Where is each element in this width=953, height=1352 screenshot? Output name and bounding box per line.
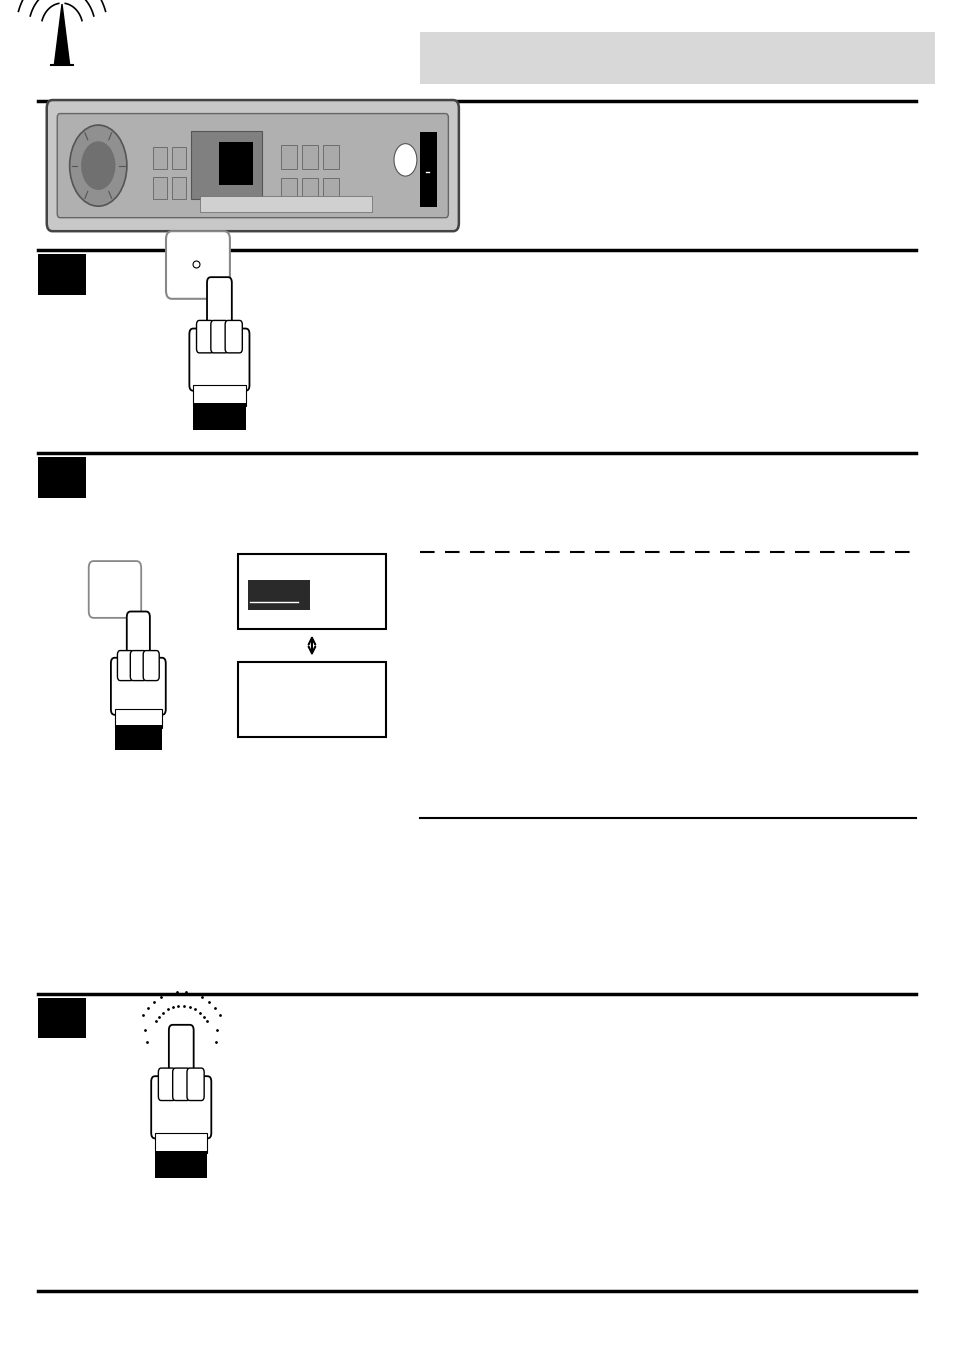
Circle shape: [394, 143, 416, 176]
Bar: [152, 147, 167, 169]
Bar: [193, 385, 246, 406]
Circle shape: [81, 142, 115, 191]
FancyBboxPatch shape: [196, 320, 213, 353]
FancyBboxPatch shape: [166, 231, 230, 299]
Bar: [281, 178, 296, 203]
FancyBboxPatch shape: [187, 1068, 204, 1101]
FancyBboxPatch shape: [225, 320, 242, 353]
Bar: [193, 403, 246, 430]
Bar: [38, 998, 86, 1038]
FancyBboxPatch shape: [89, 561, 141, 618]
FancyBboxPatch shape: [151, 1076, 212, 1138]
FancyBboxPatch shape: [127, 611, 150, 669]
Bar: [38, 254, 86, 295]
FancyBboxPatch shape: [207, 277, 232, 339]
Bar: [154, 1133, 207, 1153]
Bar: [323, 145, 338, 169]
Bar: [152, 177, 167, 199]
FancyBboxPatch shape: [169, 1025, 193, 1087]
FancyBboxPatch shape: [111, 658, 166, 715]
Bar: [114, 710, 162, 727]
Circle shape: [70, 126, 127, 207]
FancyBboxPatch shape: [57, 114, 448, 218]
Polygon shape: [54, 4, 70, 65]
Bar: [172, 177, 186, 199]
Bar: [219, 142, 253, 185]
Bar: [172, 147, 186, 169]
Bar: [281, 145, 296, 169]
Bar: [302, 145, 317, 169]
FancyBboxPatch shape: [131, 650, 146, 680]
Bar: [248, 580, 310, 610]
FancyBboxPatch shape: [47, 100, 458, 231]
Bar: [419, 32, 934, 84]
Bar: [200, 196, 372, 212]
Bar: [38, 457, 86, 498]
Bar: [154, 1151, 207, 1178]
Bar: [114, 725, 162, 749]
FancyBboxPatch shape: [117, 650, 133, 680]
Bar: [238, 554, 386, 629]
FancyBboxPatch shape: [172, 1068, 190, 1101]
FancyBboxPatch shape: [158, 1068, 175, 1101]
Bar: [419, 132, 436, 207]
FancyBboxPatch shape: [211, 320, 228, 353]
FancyBboxPatch shape: [189, 329, 250, 391]
Bar: [191, 131, 262, 199]
FancyBboxPatch shape: [143, 650, 159, 680]
Bar: [323, 178, 338, 203]
Bar: [302, 178, 317, 203]
Bar: [238, 662, 386, 737]
